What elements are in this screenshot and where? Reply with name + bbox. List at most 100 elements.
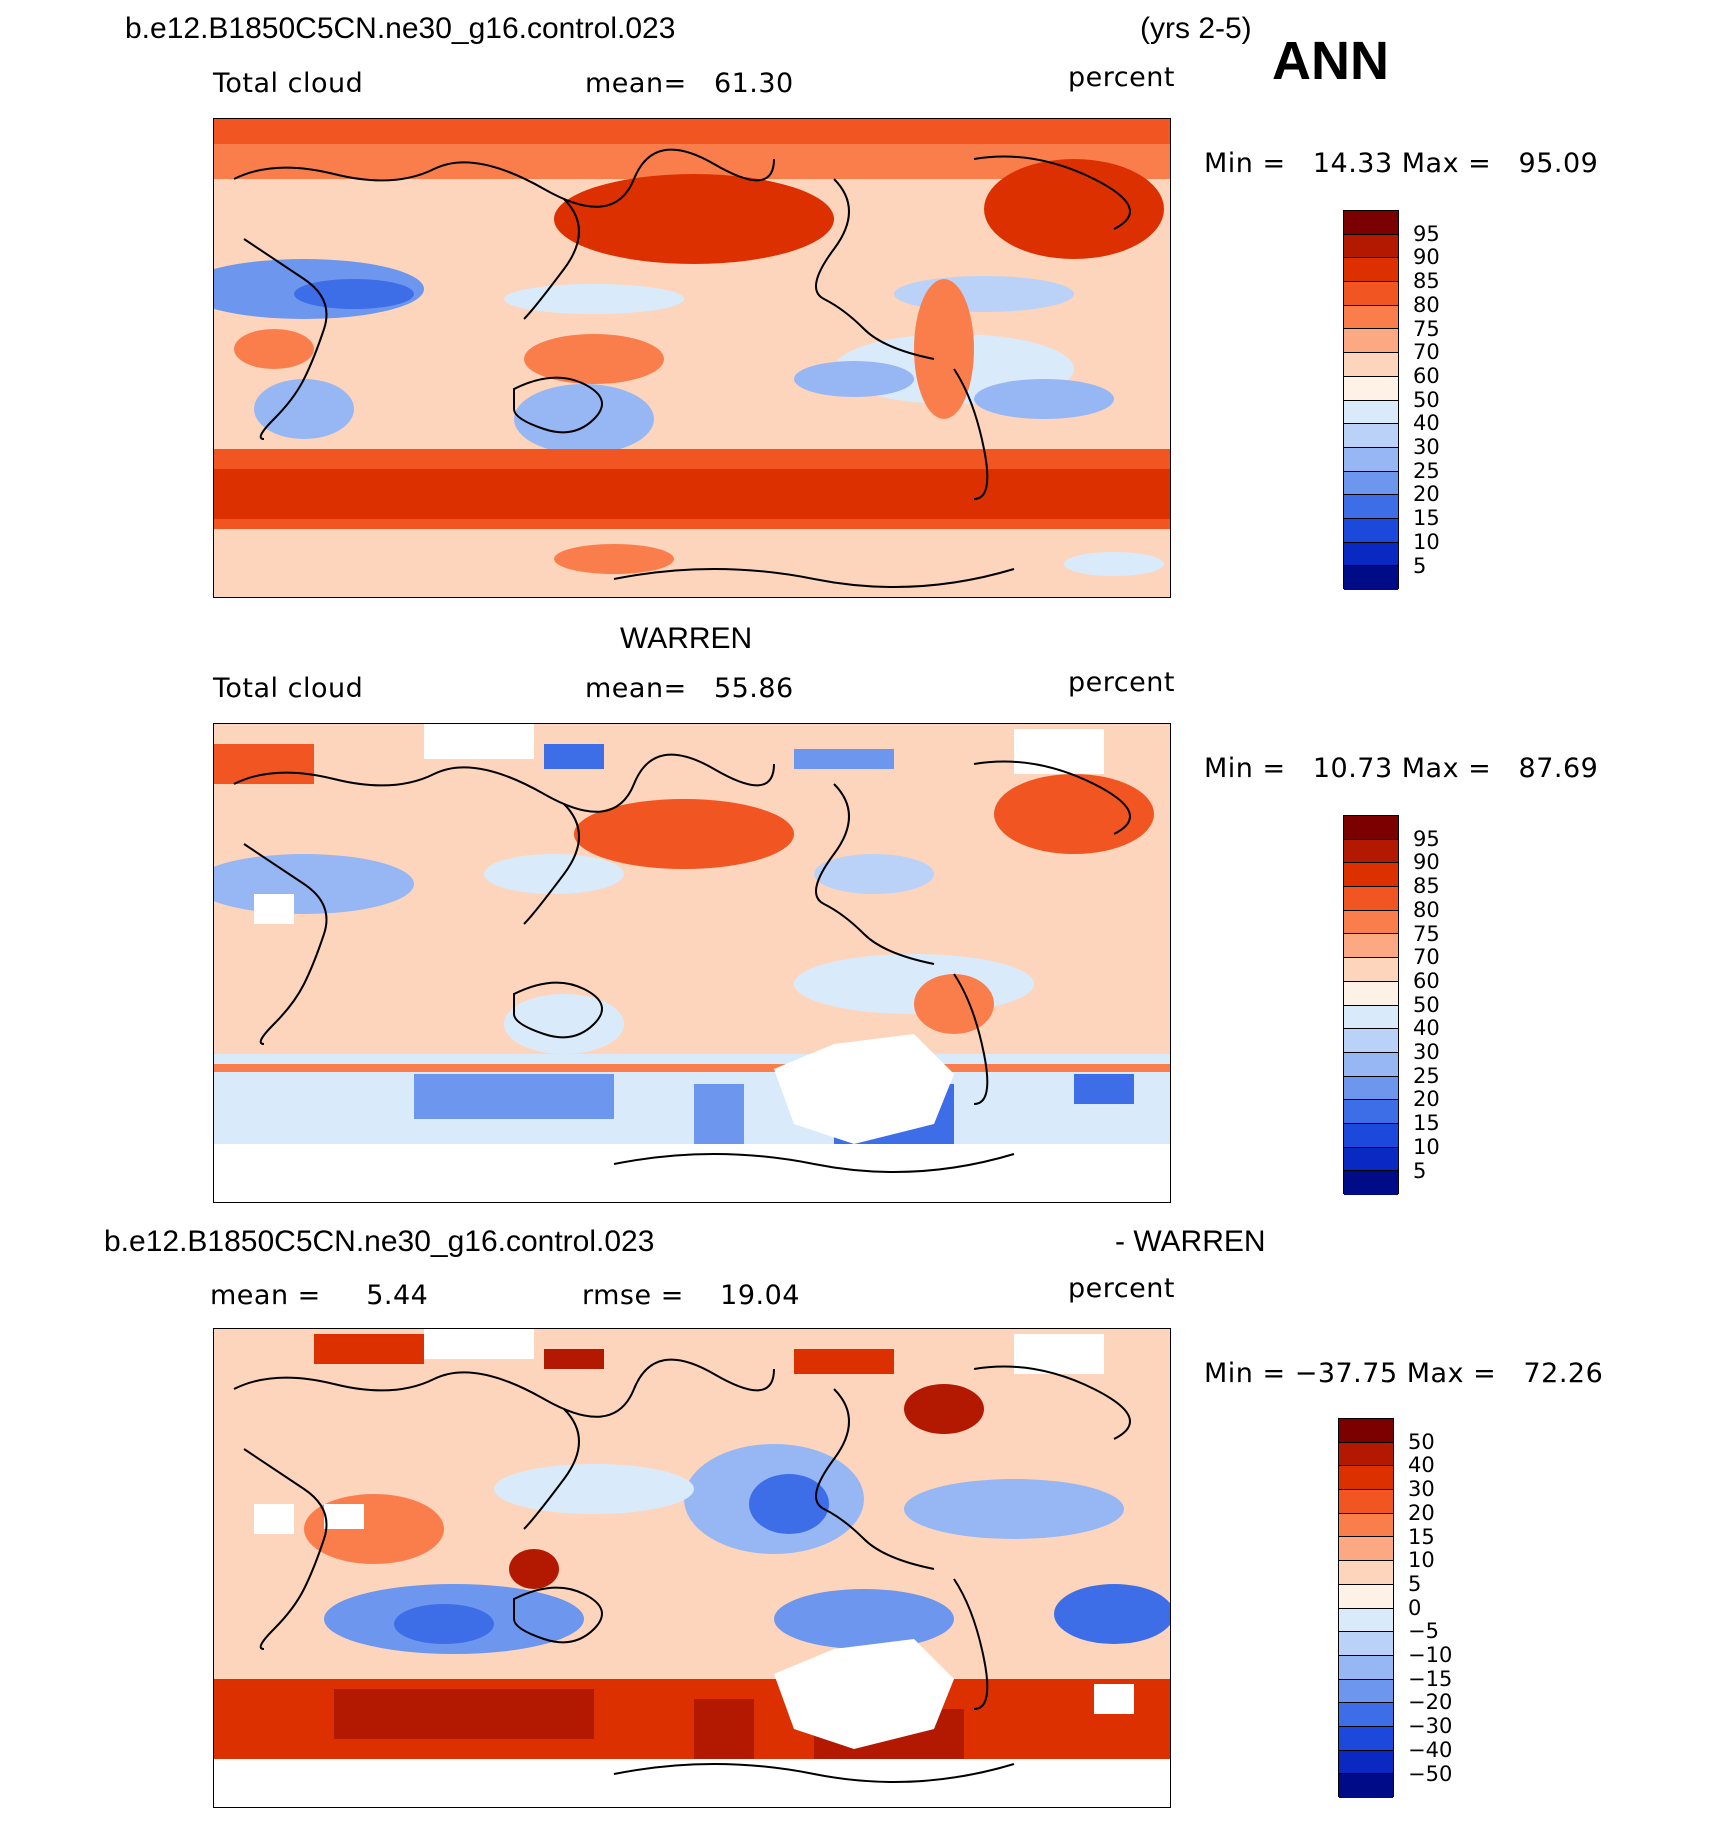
panel3-mean: mean = 5.44: [210, 1280, 429, 1311]
colorbar-segment: [1344, 518, 1398, 543]
colorbar-label: 25: [1413, 1063, 1440, 1088]
colorbar-label: 5: [1408, 1571, 1422, 1596]
panel3-title-left: b.e12.B1850C5CN.ne30_g16.control.023: [104, 1225, 655, 1258]
colorbar-label: 70: [1413, 945, 1440, 970]
colorbar-label: 15: [1413, 506, 1440, 531]
colorbar-label: 30: [1413, 435, 1440, 459]
colorbar-segment: [1344, 211, 1398, 235]
colorbar-label: 15: [1408, 1524, 1435, 1549]
colorbar-segment: [1344, 910, 1398, 935]
colorbar-segment: [1339, 1419, 1393, 1443]
colorbar-label: 95: [1413, 826, 1440, 851]
years-label: (yrs 2-5): [1140, 12, 1252, 45]
colorbar-segment: [1344, 353, 1398, 377]
colorbar-label: 0: [1408, 1595, 1422, 1620]
colorbar-segment: [1339, 1655, 1393, 1680]
colorbar-segment: [1339, 1632, 1393, 1656]
panel3-minmax: Min = −37.75 Max = 72.26: [1204, 1358, 1604, 1389]
colorbar-label: −40: [1408, 1737, 1453, 1762]
colorbar-label: 95: [1413, 221, 1440, 246]
colorbar-label: 20: [1408, 1500, 1435, 1525]
colorbar-label: 40: [1408, 1453, 1435, 1478]
colorbar-segment: [1344, 1171, 1398, 1195]
colorbar-segment: [1344, 305, 1398, 330]
colorbar-label: 10: [1413, 1134, 1440, 1159]
colorbar-label: −5: [1408, 1619, 1439, 1644]
panel3-title-right: - WARREN: [1115, 1225, 1266, 1258]
colorbar-label: 10: [1413, 529, 1440, 554]
panel2-mean: mean= 55.86: [585, 673, 794, 704]
colorbar-label: 30: [1413, 1040, 1440, 1064]
colorbar-segment: [1344, 1147, 1398, 1172]
colorbar-segment: [1344, 863, 1398, 888]
colorbar-label: 30: [1408, 1477, 1435, 1502]
colorbar-label: −15: [1408, 1666, 1453, 1691]
colorbar-label: 20: [1413, 1087, 1440, 1112]
colorbar-segment: [1344, 234, 1398, 259]
colorbar-segment: [1339, 1490, 1393, 1514]
colorbar-label: 5: [1413, 1158, 1427, 1183]
colorbar-label: 60: [1413, 363, 1440, 388]
colorbar-segment: [1339, 1608, 1393, 1633]
colorbar-label: 85: [1413, 269, 1440, 294]
panel3-units: percent: [1068, 1273, 1175, 1304]
panel2-field-label: Total cloud: [213, 673, 364, 704]
colorbar-label: 15: [1413, 1111, 1440, 1136]
colorbar-segment: [1339, 1584, 1393, 1609]
colorbar-segment: [1339, 1726, 1393, 1751]
panel1-minmax: Min = 14.33 Max = 95.09: [1204, 148, 1599, 179]
colorbar-label: 50: [1413, 992, 1440, 1017]
colorbar-segment: [1344, 471, 1398, 496]
colorbar-segment: [1344, 1100, 1398, 1124]
panel2-units: percent: [1068, 667, 1175, 698]
colorbar-label: 40: [1413, 1016, 1440, 1041]
colorbar-segment: [1344, 424, 1398, 448]
colorbar-segment: [1339, 1774, 1393, 1798]
colorbar-segment: [1344, 958, 1398, 982]
colorbar-label: 25: [1413, 458, 1440, 483]
colorbar-label: −50: [1408, 1761, 1453, 1786]
colorbar-segment: [1344, 839, 1398, 864]
colorbar-segment: [1344, 400, 1398, 425]
panel2-title: WARREN: [620, 622, 753, 655]
colorbar-segment: [1344, 1076, 1398, 1101]
colorbar-label: 5: [1413, 553, 1427, 578]
panel1-colorbar: [1343, 210, 1399, 590]
colorbar-label: 90: [1413, 850, 1440, 875]
colorbar-segment: [1339, 1513, 1393, 1538]
panel1-mean: mean= 61.30: [585, 68, 794, 99]
colorbar-segment: [1344, 981, 1398, 1006]
colorbar-segment: [1344, 1029, 1398, 1053]
colorbar-segment: [1339, 1679, 1393, 1704]
colorbar-label: −10: [1408, 1643, 1453, 1667]
colorbar-segment: [1344, 282, 1398, 306]
colorbar-segment: [1344, 495, 1398, 519]
colorbar-segment: [1344, 566, 1398, 590]
panel2-minmax: Min = 10.73 Max = 87.69: [1204, 753, 1599, 784]
colorbar-segment: [1344, 376, 1398, 401]
colorbar-segment: [1344, 934, 1398, 959]
colorbar-label: 40: [1413, 411, 1440, 436]
colorbar-segment: [1344, 1123, 1398, 1148]
colorbar-segment: [1344, 258, 1398, 283]
colorbar-label: 20: [1413, 482, 1440, 507]
colorbar-segment: [1339, 1537, 1393, 1562]
colorbar-segment: [1344, 816, 1398, 840]
colorbar-label: 80: [1413, 897, 1440, 922]
colorbar-label: −30: [1408, 1714, 1453, 1739]
colorbar-segment: [1339, 1466, 1393, 1491]
colorbar-label: 75: [1413, 316, 1440, 341]
colorbar-segment: [1339, 1703, 1393, 1727]
colorbar-label: 60: [1413, 968, 1440, 993]
panel2-colorbar: [1343, 815, 1399, 1195]
panel3-colorbar: [1338, 1418, 1394, 1798]
colorbar-label: −20: [1408, 1690, 1453, 1715]
panel3-rmse: rmse = 19.04: [582, 1280, 800, 1311]
colorbar-label: 80: [1413, 292, 1440, 317]
panel1-map: [213, 118, 1171, 598]
colorbar-label: 50: [1408, 1429, 1435, 1454]
colorbar-segment: [1339, 1442, 1393, 1467]
panel3-map: [213, 1328, 1171, 1808]
colorbar-segment: [1339, 1561, 1393, 1585]
colorbar-label: 90: [1413, 245, 1440, 270]
